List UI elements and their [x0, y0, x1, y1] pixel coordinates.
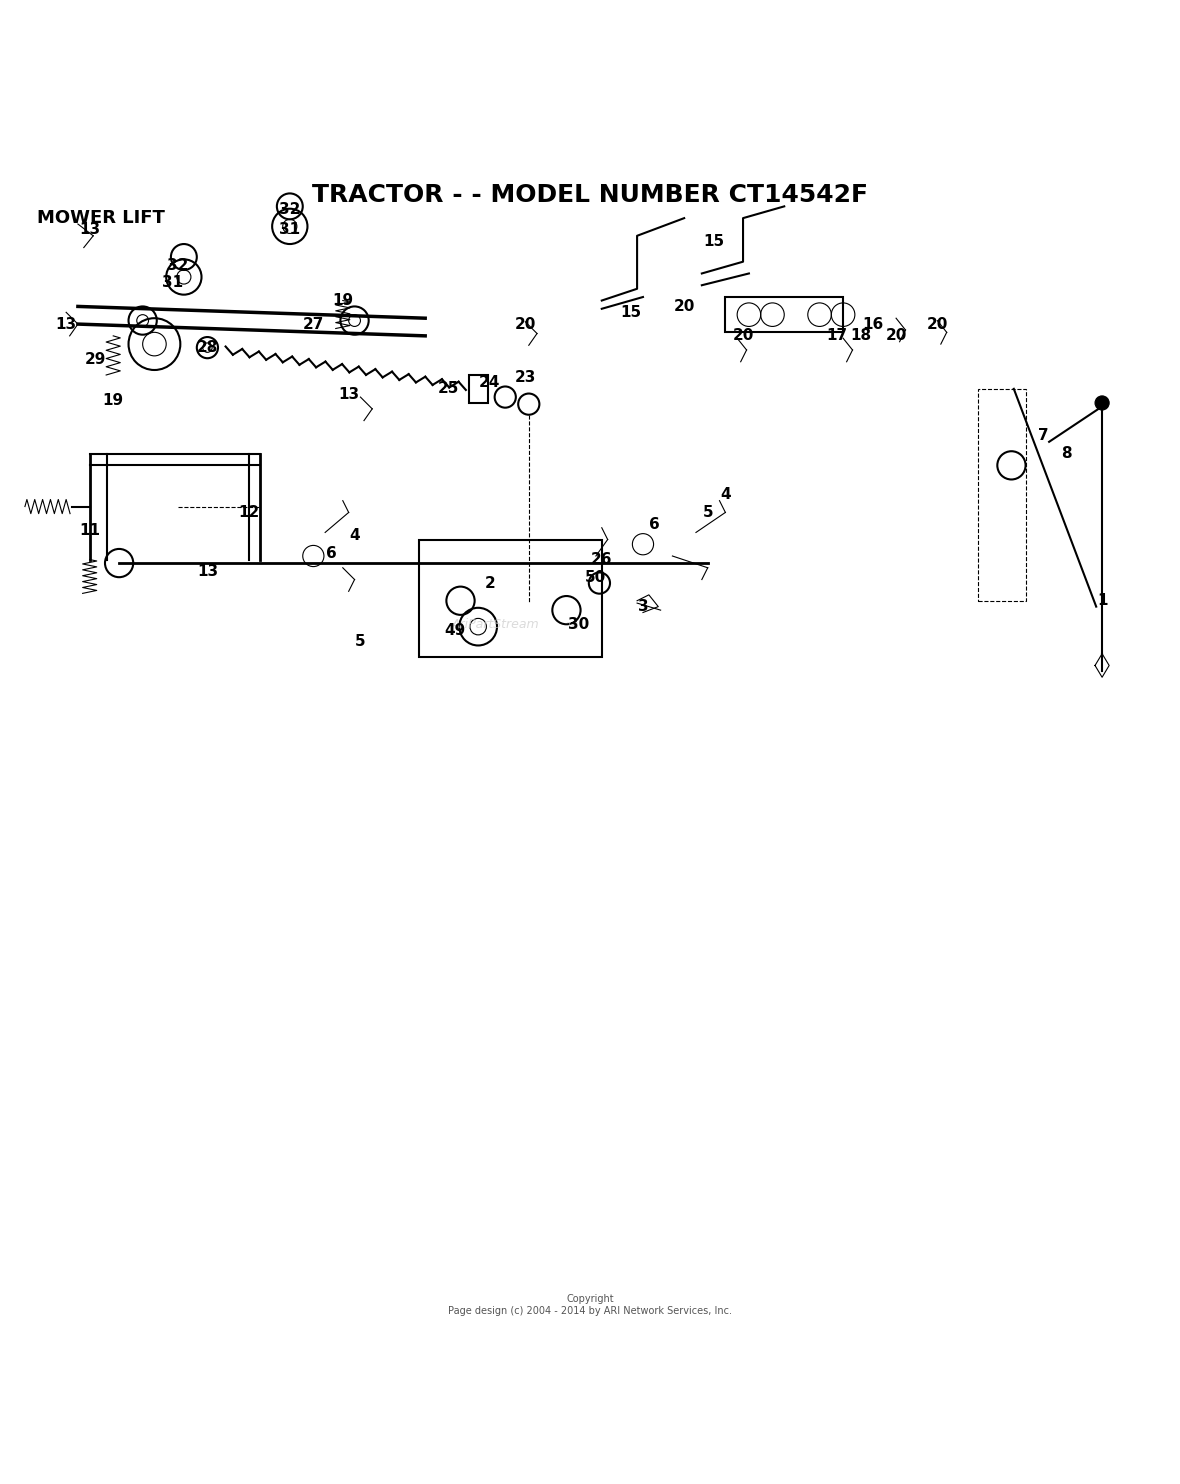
Text: 26: 26	[591, 552, 612, 567]
Text: 4: 4	[720, 487, 730, 502]
Text: TM: TM	[566, 622, 578, 631]
Bar	[726, 297, 843, 332]
Text: 25: 25	[438, 381, 459, 396]
Text: 20: 20	[885, 328, 906, 343]
Text: 20: 20	[674, 298, 695, 315]
Bar	[978, 389, 1025, 601]
Text: 13: 13	[79, 223, 100, 237]
Text: 12: 12	[238, 505, 260, 519]
Text: 23: 23	[514, 370, 536, 384]
Text: Copyright
Page design (c) 2004 - 2014 by ARI Network Services, Inc.: Copyright Page design (c) 2004 - 2014 by…	[448, 1294, 732, 1315]
Text: 29: 29	[85, 352, 106, 367]
Text: 16: 16	[861, 316, 883, 331]
Text: 6: 6	[326, 546, 336, 561]
Text: 19: 19	[333, 292, 353, 309]
Text: 24: 24	[479, 375, 500, 390]
Text: 27: 27	[302, 316, 324, 331]
Text: 3: 3	[637, 600, 648, 614]
Text: 28: 28	[197, 340, 218, 355]
Bar	[468, 374, 487, 404]
Text: 32: 32	[168, 258, 189, 273]
Text: 31: 31	[162, 276, 183, 291]
Text: 8: 8	[1062, 447, 1073, 462]
Text: 13: 13	[339, 387, 359, 402]
Text: 4: 4	[349, 528, 360, 543]
Text: 20: 20	[733, 328, 754, 343]
Text: 5: 5	[355, 635, 366, 650]
Text: 19: 19	[103, 393, 124, 408]
Text: 50: 50	[585, 570, 607, 585]
Text: 32: 32	[280, 202, 301, 217]
Text: 20: 20	[514, 316, 536, 331]
Text: 20: 20	[926, 316, 948, 331]
Text: 13: 13	[55, 316, 77, 331]
Text: 6: 6	[649, 516, 660, 531]
Circle shape	[1095, 396, 1109, 410]
Text: 49: 49	[444, 623, 465, 638]
Text: MOWER LIFT: MOWER LIFT	[37, 209, 164, 227]
Text: 15: 15	[703, 234, 725, 249]
Text: 2: 2	[485, 576, 496, 591]
Text: 18: 18	[851, 328, 871, 343]
Text: 31: 31	[280, 223, 301, 237]
Text: 17: 17	[827, 328, 847, 343]
Text: 30: 30	[568, 617, 589, 632]
Text: TRACTOR - - MODEL NUMBER CT14542F: TRACTOR - - MODEL NUMBER CT14542F	[312, 183, 868, 206]
Text: 11: 11	[79, 522, 100, 537]
Text: AriPartStream: AriPartStream	[452, 617, 539, 631]
Text: 7: 7	[1038, 429, 1049, 444]
Bar	[419, 540, 602, 657]
Text: 15: 15	[621, 304, 642, 321]
Text: 13: 13	[197, 564, 218, 579]
Text: 5: 5	[702, 505, 713, 519]
Text: 1: 1	[1097, 594, 1107, 608]
